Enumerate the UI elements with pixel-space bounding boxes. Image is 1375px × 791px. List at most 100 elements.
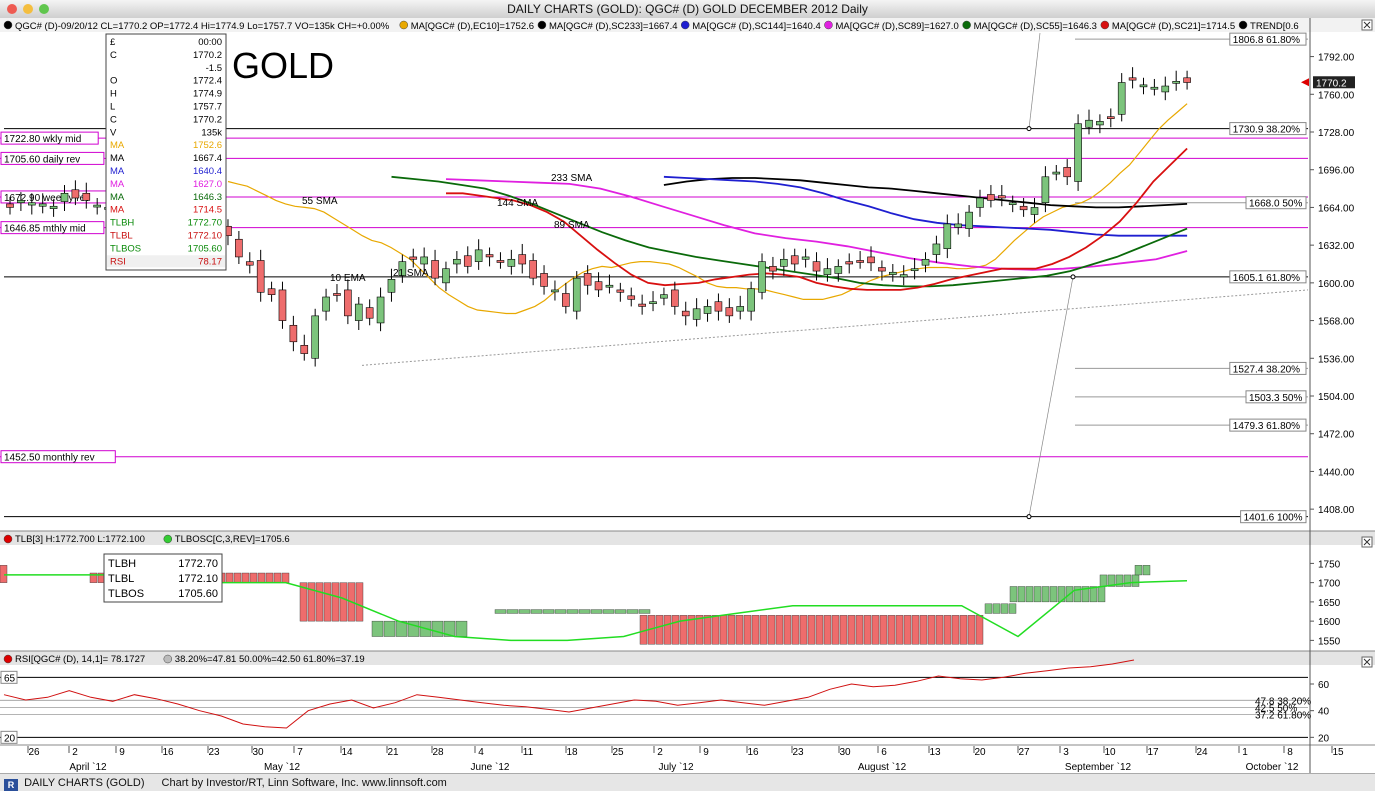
tlb-block <box>831 615 840 645</box>
legend-marker-icon[interactable] <box>3 654 13 664</box>
tlb-block <box>614 609 627 614</box>
y-tick-label: 20 <box>1318 733 1330 744</box>
label-box <box>0 131 99 145</box>
x-tick-label: 18 <box>566 747 578 758</box>
tlb-block <box>1049 586 1058 603</box>
tlb-block <box>727 615 736 645</box>
legend-marker-icon[interactable] <box>1100 20 1110 30</box>
label-box <box>1240 510 1307 524</box>
fib-text: 1730.9 38.20% <box>1233 125 1300 136</box>
legend-marker-icon[interactable] <box>399 20 408 30</box>
y-tick-label: 40 <box>1318 707 1330 718</box>
tlb-info-value: 1772.10 <box>178 573 218 585</box>
candle-body <box>1139 84 1148 88</box>
fib-anchor <box>1070 274 1076 280</box>
candle-body <box>27 202 36 206</box>
candle-body <box>420 256 428 265</box>
x-tick-label: 20 <box>974 747 986 758</box>
tlb-block <box>807 615 816 645</box>
y-tick-label: 60 <box>1318 680 1330 691</box>
fib-anchor <box>1026 126 1032 132</box>
ma-sc233-line <box>663 177 1188 209</box>
x-tick-label: 9 <box>703 747 709 758</box>
x-tick-label: 9 <box>119 747 125 758</box>
legend-marker-icon[interactable] <box>680 20 690 30</box>
candle-body <box>736 306 745 312</box>
candle-body <box>987 194 995 201</box>
fib-text: 1527.4 38.20% <box>1233 364 1300 375</box>
data-window-label: TLBH <box>110 218 134 229</box>
close-icon[interactable] <box>1363 21 1371 29</box>
tlb-block <box>566 609 579 614</box>
candle-body <box>1019 205 1028 211</box>
data-window-label: MA <box>110 205 125 216</box>
data-window-label: O <box>110 76 117 87</box>
tlb-block <box>1134 565 1143 576</box>
rsi-level-label: 65 <box>4 673 16 684</box>
candle-body <box>344 289 352 317</box>
tlb-block <box>257 572 266 583</box>
close-icon[interactable] <box>7 4 17 14</box>
y-tick-label: 1568.00 <box>1318 317 1355 328</box>
fib-anchor-line <box>1028 276 1074 517</box>
candle-body <box>747 288 755 312</box>
legend-marker-icon[interactable] <box>537 20 547 30</box>
tlb-block <box>1057 586 1066 603</box>
candle-body <box>714 301 723 312</box>
candle-body <box>6 203 14 208</box>
candle-body <box>1030 207 1039 215</box>
x-month-label: April `12 <box>69 761 107 773</box>
candle-body <box>333 293 341 296</box>
label-box <box>0 221 105 235</box>
legend-marker-icon[interactable] <box>962 20 971 30</box>
candle-body <box>943 223 952 249</box>
tlb-block <box>719 615 728 645</box>
candle-body <box>692 308 701 320</box>
candle-body <box>365 307 374 319</box>
label-box <box>0 730 18 744</box>
data-window-value: 1714.5 <box>193 205 222 216</box>
candle-body <box>932 243 941 255</box>
data-window-value: 1752.6 <box>193 140 222 151</box>
tlb-block <box>927 615 936 645</box>
zoom-icon[interactable] <box>39 4 49 14</box>
legend-marker-icon[interactable] <box>1238 20 1248 30</box>
candle-body <box>474 249 483 262</box>
candle-body <box>889 271 897 275</box>
tlb-block <box>407 620 420 637</box>
minimize-icon[interactable] <box>23 4 33 14</box>
fib-text: 1605.1 61.80% <box>1233 273 1300 284</box>
data-window-value: 1667.4 <box>193 153 222 164</box>
ma-sc89-line <box>445 178 1188 271</box>
data-window-label: MA <box>110 192 125 203</box>
tlb-block <box>695 615 704 645</box>
data-window[interactable]: £00:00 C 1770.2 -1.5 O 1772.4 H 1774.9 L 1757.7 C 1… <box>105 33 227 271</box>
tlb-block <box>743 615 752 645</box>
data-window-value: 135k <box>201 127 222 138</box>
chart-canvas[interactable]: QGC# (D)-09/20/12 CL=1770.2 OP=1772.4 Hi… <box>0 18 1375 773</box>
status-bar: R DAILY CHARTS (GOLD) Chart by Investor/… <box>0 773 1375 791</box>
data-window-value: 1646.3 <box>193 192 222 203</box>
tlb-block <box>307 582 316 622</box>
candle-body <box>376 296 385 324</box>
legend-marker-icon[interactable] <box>163 654 173 664</box>
tlb-block <box>554 609 567 614</box>
tlb-block <box>241 572 250 583</box>
legend-marker-icon[interactable] <box>163 534 173 544</box>
legend-marker-icon[interactable] <box>3 20 13 30</box>
tlb-block <box>249 572 258 583</box>
x-tick-label: 11 <box>523 747 534 758</box>
legend-marker-icon[interactable] <box>824 20 833 30</box>
candle-body <box>780 258 788 267</box>
candle-body <box>867 256 875 264</box>
tlb-block <box>935 615 944 645</box>
label-box <box>1245 390 1307 404</box>
candle-body <box>616 289 625 293</box>
legend-marker-icon[interactable] <box>3 534 13 544</box>
close-icon[interactable] <box>1363 658 1371 666</box>
close-icon[interactable] <box>1363 538 1371 546</box>
tlb-block <box>655 615 664 645</box>
tlb-block <box>638 609 651 614</box>
tlb-block <box>703 615 712 645</box>
x-tick-label: 6 <box>881 747 887 758</box>
